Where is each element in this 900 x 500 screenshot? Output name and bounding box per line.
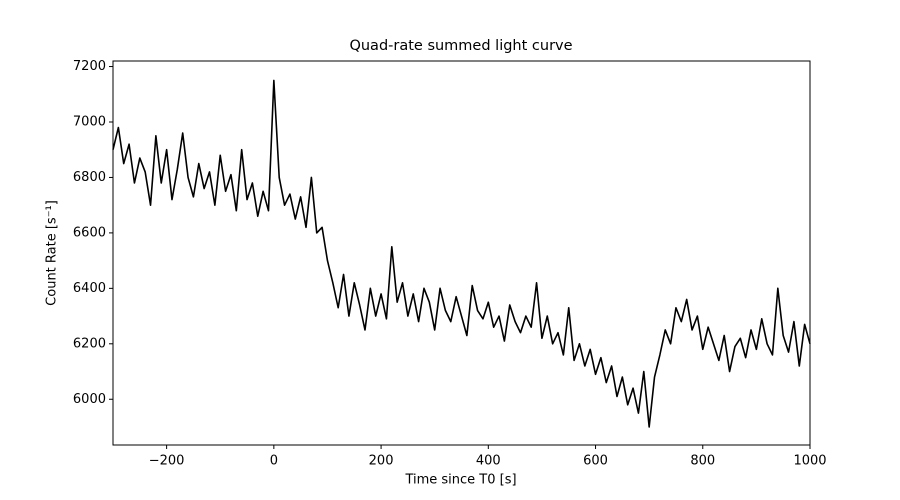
data-line — [112, 79, 811, 428]
x-axis-label: Time since T0 [s] — [404, 473, 516, 488]
x-tick-label: 600 — [583, 454, 608, 469]
y-tick-label: 6000 — [73, 392, 106, 407]
y-tick-label: 7000 — [73, 114, 106, 129]
x-tick-label: 800 — [690, 454, 715, 469]
x-tick-label: 400 — [476, 454, 501, 469]
chart-title: Quad-rate summed light curve — [349, 38, 572, 54]
x-tick-label: −200 — [149, 454, 185, 469]
x-tick-label: 1000 — [793, 454, 826, 469]
y-tick-label: 6600 — [73, 225, 106, 240]
y-tick-label: 6800 — [73, 170, 106, 185]
y-tick-label: 7200 — [73, 59, 106, 74]
plot-frame — [112, 60, 811, 446]
y-tick-label: 6400 — [73, 281, 106, 296]
x-tick-label: 0 — [270, 454, 278, 469]
y-axis-label: Count Rate [s⁻¹] — [45, 200, 60, 306]
y-tick-label: 6200 — [73, 336, 106, 351]
x-tick-label: 200 — [369, 454, 394, 469]
